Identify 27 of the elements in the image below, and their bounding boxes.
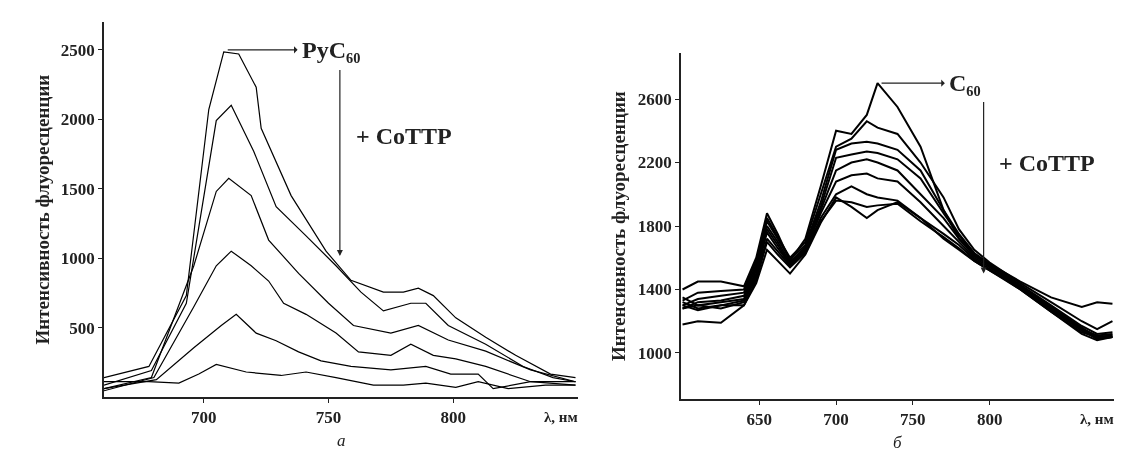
annotation: + CoTTP bbox=[356, 123, 452, 149]
text: б bbox=[893, 433, 902, 452]
x-tick-label: 800 bbox=[440, 408, 467, 428]
x-tick-label: 750 bbox=[900, 410, 926, 430]
y-tick-label: 1500 bbox=[60, 179, 95, 199]
y-tick-label: 2000 bbox=[60, 110, 95, 130]
annotation: PyC₆₀ bbox=[302, 37, 361, 63]
y-tick-label: 2200 bbox=[637, 153, 672, 173]
x-tick-label: 650 bbox=[746, 410, 773, 430]
x-tick-label: 700 bbox=[191, 408, 217, 428]
y-tick-label: 1000 bbox=[637, 343, 672, 363]
y-axis-title: Интенсивность флуоресценции bbox=[608, 91, 629, 361]
y-tick-label: 2500 bbox=[60, 40, 95, 60]
x-axis-title: λ, нм bbox=[544, 409, 578, 425]
y-tick-label: 1400 bbox=[637, 280, 672, 300]
annotation: C₆₀ bbox=[949, 70, 981, 96]
y-tick-label: 2600 bbox=[637, 89, 672, 109]
y-tick-label: 1800 bbox=[637, 216, 672, 236]
annotation: + CoTTP bbox=[999, 150, 1095, 176]
x-tick-label: 700 bbox=[823, 410, 849, 430]
y-axis-title: Интенсивность флуоресценции bbox=[31, 74, 53, 345]
x-axis-title: λ, нм bbox=[1080, 411, 1114, 427]
x-tick-label: 750 bbox=[315, 408, 342, 428]
y-tick-label: 1000 bbox=[60, 249, 95, 269]
x-tick-label: 800 bbox=[976, 410, 1003, 430]
y-tick-label: 500 bbox=[69, 318, 95, 338]
text: а bbox=[337, 431, 346, 450]
